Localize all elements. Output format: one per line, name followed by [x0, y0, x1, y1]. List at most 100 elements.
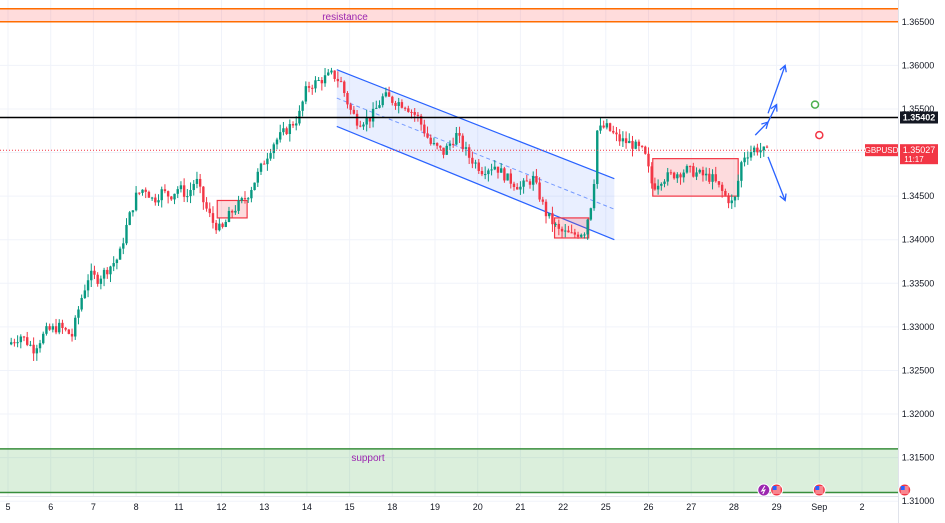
us-flag-icon[interactable]	[812, 483, 826, 497]
candle-body	[234, 210, 237, 213]
lightning-icon[interactable]	[757, 483, 771, 497]
candle-body	[394, 102, 397, 106]
candle-body	[93, 270, 96, 275]
y-tick-label: 1.32500	[902, 365, 935, 375]
candle-body	[173, 193, 176, 200]
candle-body	[80, 297, 83, 310]
channel-mid-line	[336, 97, 615, 210]
signal-marker	[810, 100, 820, 109]
candle-body	[653, 183, 657, 190]
x-tick-label: 20	[473, 502, 483, 512]
candle-body	[461, 135, 464, 149]
candle-body	[10, 342, 13, 345]
candle-body	[666, 172, 669, 182]
candle-body	[189, 190, 192, 197]
projection-arrow-shaft[interactable]	[767, 156, 786, 201]
candle-body	[736, 180, 740, 197]
x-tick-label: 27	[686, 502, 696, 512]
candle-body	[451, 143, 455, 145]
candle-body	[602, 125, 605, 128]
candle-body	[493, 166, 496, 170]
x-tick-label: 28	[729, 502, 739, 512]
candle-body	[320, 80, 324, 84]
candle-body	[179, 185, 183, 190]
channel-lower-line[interactable]	[336, 125, 615, 241]
candle-body	[419, 115, 423, 125]
zone-labels: resistance support	[322, 12, 385, 464]
projection-arrow-shaft[interactable]	[754, 121, 769, 136]
projection-arrows[interactable]	[754, 64, 787, 202]
candle-body	[650, 166, 653, 184]
candle-body	[106, 269, 109, 275]
candle-body	[397, 102, 400, 106]
price-levels[interactable]	[0, 116, 898, 151]
candle-body	[26, 337, 29, 345]
candle-body	[317, 80, 320, 82]
candle-body	[749, 152, 753, 158]
candle-body	[378, 105, 381, 108]
signal-marker	[815, 130, 824, 140]
event-icons[interactable]	[757, 483, 912, 497]
us-flag-icon[interactable]	[898, 483, 912, 497]
candle-body	[211, 213, 215, 223]
x-tick-label: 19	[430, 502, 440, 512]
x-tick-label: 18	[387, 502, 397, 512]
candle-body	[621, 138, 625, 142]
symbol-label: GBPUSD	[865, 146, 899, 155]
candle-body	[368, 117, 372, 122]
candle-body	[282, 128, 285, 133]
candle-body	[157, 200, 160, 203]
candle-body	[205, 202, 208, 209]
x-tick-label: 15	[345, 502, 355, 512]
candle-body	[70, 333, 74, 337]
price-channel[interactable]	[336, 69, 615, 241]
candle-body	[391, 96, 394, 103]
candle-body	[54, 326, 58, 333]
candle-body	[243, 198, 247, 200]
level-price-label: 1.35402	[903, 113, 936, 123]
channel-upper-line[interactable]	[336, 69, 615, 180]
candle-body	[125, 224, 128, 244]
candle-body	[676, 174, 679, 179]
candle-body	[38, 343, 42, 349]
candle-body	[704, 173, 708, 176]
candle-body	[541, 199, 545, 202]
candle-body	[214, 222, 218, 231]
x-tick-label: 26	[643, 502, 653, 512]
candle-body	[61, 322, 64, 328]
candle-body	[343, 81, 346, 94]
candle-body	[756, 147, 759, 153]
projection-arrow-shaft[interactable]	[767, 65, 786, 114]
candle-body	[288, 124, 292, 134]
candle-body	[400, 102, 404, 108]
x-axis[interactable]: 5 6 7 8 11 12 13 14 15 18 19 20 21 22 25 26 27 28 29 Sep 2	[5, 502, 864, 512]
candle-body	[490, 169, 493, 171]
y-axis[interactable]: 1.31000 1.31500 1.32000 1.32500 1.33000 1.335…	[902, 17, 935, 506]
projection-arrow-head	[770, 103, 778, 112]
us-flag-icon[interactable]	[770, 483, 784, 497]
candle-body	[522, 180, 525, 187]
candle-body	[263, 163, 266, 165]
candle-body	[29, 344, 32, 346]
y-tick-label: 1.33500	[902, 278, 935, 288]
candle-body	[19, 336, 23, 343]
projection-arrow-shaft[interactable]	[767, 104, 778, 123]
candle-body	[13, 342, 16, 344]
candle-body	[551, 213, 554, 225]
candle-body	[480, 170, 484, 175]
candle-body	[365, 117, 368, 125]
x-tick-label: 6	[48, 502, 53, 512]
channel-fill	[336, 69, 615, 240]
candle-body	[548, 213, 551, 217]
candle-body	[403, 107, 407, 109]
candle-body	[160, 189, 163, 201]
candle-body	[327, 72, 330, 76]
candle-body	[583, 234, 586, 236]
candle-body	[688, 166, 692, 168]
y-tick-label: 1.34000	[902, 235, 935, 245]
candle-body	[509, 173, 512, 184]
candle-body	[628, 140, 631, 144]
candle-body	[423, 124, 426, 134]
candle-body	[266, 158, 269, 165]
